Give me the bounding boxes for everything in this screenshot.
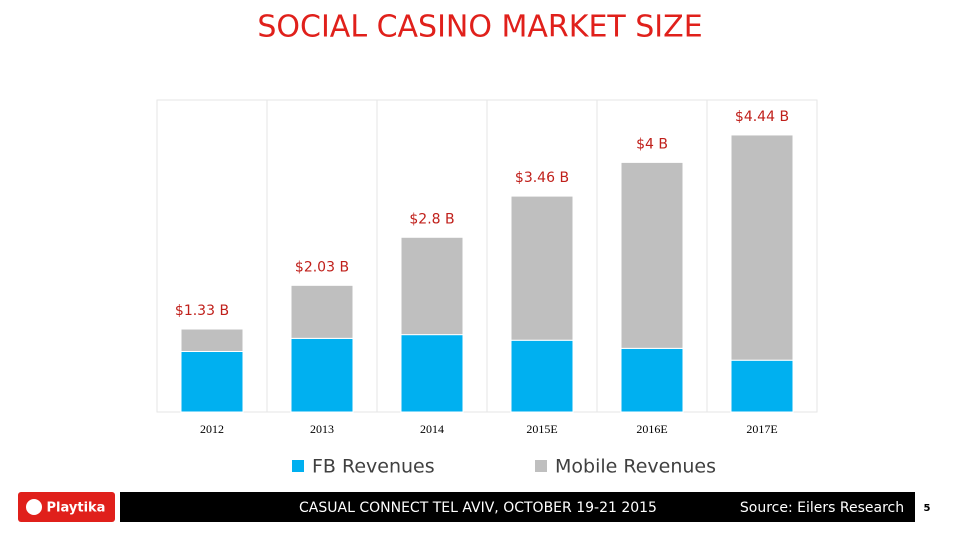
bar-segment (510, 195, 574, 341)
x-tick-label: 2013 (310, 422, 334, 436)
bar-segment (620, 347, 684, 413)
x-tick-label: 2014 (420, 422, 444, 436)
logo (18, 492, 115, 522)
footer-event: CASUAL CONNECT TEL AVIV, OCTOBER 19-21 2… (299, 500, 657, 516)
total-label: $2.8 B (409, 211, 454, 227)
bar-segment (400, 236, 464, 336)
footer-bar (120, 492, 915, 522)
chart-title: SOCIAL CASINO MARKET SIZE (257, 10, 702, 45)
legend-swatch (535, 460, 547, 472)
bar-segment (730, 134, 794, 361)
legend-label: Mobile Revenues (555, 456, 716, 478)
bar-segment (290, 284, 354, 339)
bar-segment (180, 350, 244, 413)
x-tick-label: 2012 (200, 422, 224, 436)
legend-label: FB Revenues (312, 456, 435, 478)
total-label: $2.03 B (295, 259, 349, 275)
logo-text: Playtika (47, 501, 106, 516)
total-label: $1.33 B (175, 303, 229, 319)
footer-source: Source: Eilers Research (740, 500, 904, 516)
bar-segment (180, 328, 244, 352)
logo-icon (26, 499, 42, 515)
bar-segment (730, 359, 794, 413)
bar-segment (290, 337, 354, 413)
x-tick-label: 2015E (526, 422, 557, 436)
x-tick-label: 2017E (746, 422, 777, 436)
bar-segment (510, 339, 574, 413)
legend-swatch (292, 460, 304, 472)
bar-segment (620, 161, 684, 349)
total-label: $4 B (636, 136, 668, 152)
page-number: 5 (924, 503, 931, 514)
bar-segment (400, 334, 464, 413)
x-tick-label: 2016E (636, 422, 667, 436)
total-label: $3.46 B (515, 170, 569, 186)
total-label: $4.44 B (735, 109, 789, 125)
